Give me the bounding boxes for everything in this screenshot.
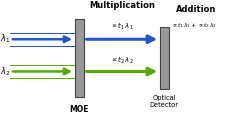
Text: $\lambda_1$: $\lambda_1$	[0, 33, 11, 45]
Text: $\propto t_2\,\lambda_2$: $\propto t_2\,\lambda_2$	[110, 55, 134, 66]
Bar	[75, 19, 84, 97]
Bar	[160, 27, 169, 89]
Text: MOE: MOE	[70, 104, 89, 113]
Text: $\propto t_1\,\lambda_1$: $\propto t_1\,\lambda_1$	[110, 21, 134, 32]
Text: $\lambda_2$: $\lambda_2$	[0, 65, 11, 77]
Text: Addition: Addition	[176, 5, 217, 13]
Text: Multiplication: Multiplication	[89, 1, 155, 10]
Text: Optical
Detector: Optical Detector	[150, 95, 179, 108]
Text: $\propto t_1\,\lambda_1 + \propto t_2\,\lambda_2$: $\propto t_1\,\lambda_1 + \propto t_2\,\…	[171, 21, 218, 29]
